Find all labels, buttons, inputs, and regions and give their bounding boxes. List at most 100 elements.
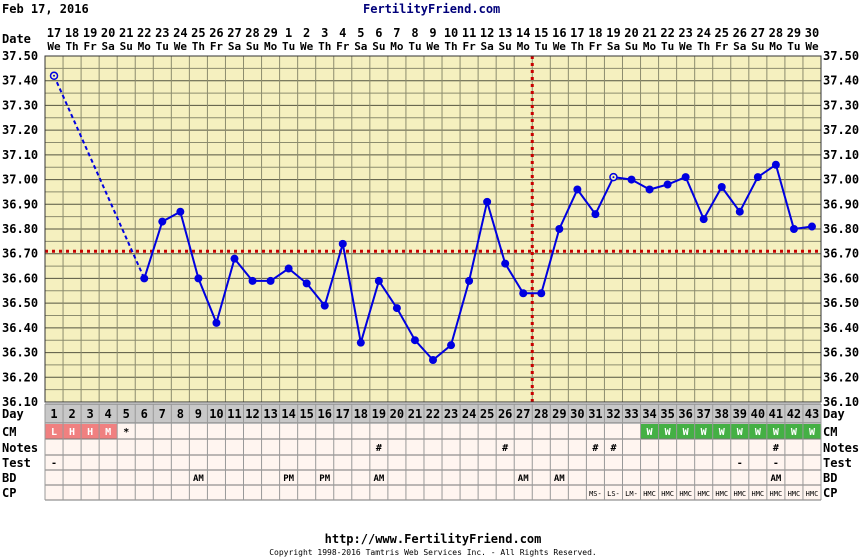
weekday-label: Fr (462, 40, 476, 53)
temperature-point (230, 254, 239, 263)
site-title[interactable]: FertilityFriend.com (363, 2, 501, 16)
cm-value: W (647, 427, 654, 438)
temperature-point (699, 215, 708, 224)
weekday-label: We (300, 40, 314, 53)
cm-value: H (87, 427, 93, 438)
temperature-point (753, 173, 762, 182)
date-label: 18 (588, 26, 602, 40)
day-number: 16 (317, 407, 331, 421)
cm-cell (802, 424, 821, 439)
y-tick-label-right: 36.90 (823, 197, 859, 211)
day-number: 11 (227, 407, 241, 421)
date-label: 28 (245, 26, 259, 40)
temperature-point (158, 217, 167, 226)
cm-cell (45, 424, 64, 439)
y-tick-label-right: 36.40 (823, 321, 859, 335)
temperature-point (789, 225, 798, 233)
cm-value: W (791, 427, 798, 438)
cm-cell (712, 424, 731, 439)
temperature-point-open-center (612, 176, 615, 179)
day-number: 3 (86, 407, 93, 421)
day-number: 1 (50, 407, 57, 421)
date-label: 16 (552, 26, 566, 40)
day-number: 38 (715, 407, 729, 421)
row-label-day: Day (2, 407, 24, 421)
date-label: 19 (83, 26, 97, 40)
date-label: 14 (516, 26, 530, 40)
weekday-label: Su (751, 40, 764, 53)
temperature-point (537, 289, 546, 298)
y-tick-label-right: 36.60 (823, 271, 859, 285)
weekday-label: Th (571, 40, 584, 53)
temperature-point (501, 259, 510, 268)
notes-marker: # (592, 443, 598, 454)
temperature-point (447, 341, 456, 350)
cp-marker: HMC (806, 490, 819, 498)
notes-marker: # (610, 443, 616, 454)
day-number: 4 (105, 407, 112, 421)
y-tick-label-left: 36.90 (2, 197, 38, 211)
date-label: 10 (444, 26, 458, 40)
weekday-label: We (679, 40, 693, 53)
day-number: 6 (141, 407, 148, 421)
row-label-bd: BD (2, 471, 16, 485)
day-number: 23 (444, 407, 458, 421)
weekday-label: Su (372, 40, 385, 53)
row-label-date: Date (2, 32, 31, 46)
cm-value: W (773, 427, 780, 438)
cm-cell (81, 424, 100, 439)
footer-url[interactable]: http://www.FertilityFriend.com (324, 532, 542, 546)
cm-cell (694, 424, 713, 439)
day-number: 28 (534, 407, 548, 421)
weekday-label: Tu (661, 40, 674, 53)
bd-marker: AM (373, 474, 384, 484)
y-tick-label-right: 36.10 (823, 395, 859, 409)
weekday-label: Tu (408, 40, 421, 53)
date-label: 11 (462, 26, 476, 40)
temperature-point (410, 336, 419, 345)
day-number: 26 (498, 407, 512, 421)
day-number: 25 (480, 407, 494, 421)
date-label: 15 (534, 26, 548, 40)
weekday-label: Fr (715, 40, 729, 53)
date-label: 27 (751, 26, 765, 40)
weekday-label: Tu (787, 40, 800, 53)
day-number: 40 (751, 407, 765, 421)
weekday-label: Tu (282, 40, 295, 53)
row-label-cp: CP (2, 486, 16, 500)
temperature-point (645, 185, 654, 194)
day-number: 17 (336, 407, 350, 421)
day-number: 36 (678, 407, 692, 421)
date-label: 29 (263, 26, 277, 40)
date-label: 12 (480, 26, 494, 40)
weekday-label: Th (318, 40, 331, 53)
bd-marker: AM (770, 474, 781, 484)
cp-marker: HMC (770, 490, 783, 498)
weekday-label: Th (65, 40, 78, 53)
y-tick-label-right: 36.70 (823, 247, 859, 261)
temperature-point (429, 355, 437, 364)
date-label: 1 (285, 26, 292, 40)
y-tick-label-left: 36.70 (2, 247, 38, 261)
weekday-label: We (47, 40, 61, 53)
row-label-cm: CM (2, 425, 16, 439)
y-tick-label-right: 36.20 (823, 370, 859, 384)
temperature-point (681, 173, 690, 182)
test-marker: - (737, 458, 743, 469)
weekday-label: We (553, 40, 567, 53)
y-tick-label-left: 36.40 (2, 321, 38, 335)
weekday-label: Sa (607, 40, 620, 53)
cm-value: L (51, 427, 57, 438)
y-tick-label-left: 36.60 (2, 271, 38, 285)
temperature-point (717, 182, 726, 191)
weekday-label: Mo (769, 40, 783, 53)
date-label: 2 (303, 26, 310, 40)
row-label-bd-right: BD (823, 471, 837, 485)
date-label: 26 (733, 26, 747, 40)
cp-marker: LS- (607, 490, 620, 498)
day-number: 34 (642, 407, 656, 421)
day-number: 18 (354, 407, 368, 421)
y-tick-label-left: 37.00 (2, 173, 38, 187)
weekday-label: Tu (535, 40, 548, 53)
day-number: 41 (769, 407, 783, 421)
